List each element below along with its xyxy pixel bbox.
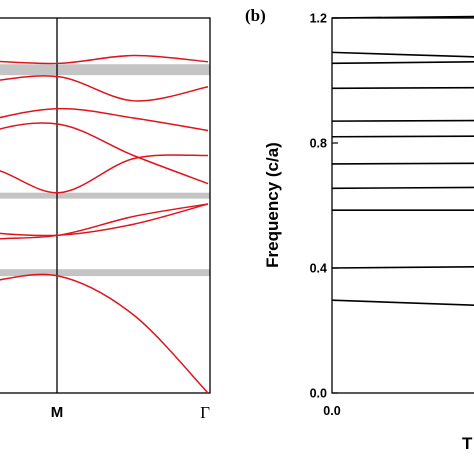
- x-tick-label-0: 0.0: [323, 404, 340, 418]
- y-tick-label-1: 0.4: [310, 262, 327, 276]
- band-6: [0, 75, 209, 102]
- band-7: [0, 54, 209, 65]
- y-tick-label-2: 0.8: [310, 137, 327, 151]
- y-axis-title: Frequency (c/a): [263, 142, 282, 268]
- band-gap-2: [0, 64, 210, 76]
- band-gap-1: [0, 192, 210, 199]
- kpoint-m-label: M: [51, 404, 64, 421]
- x-axis-title: T: [462, 434, 473, 453]
- panel-a: M Γ: [0, 17, 211, 422]
- frequency-line-4: [331, 162, 474, 165]
- frequency-line-5: [331, 135, 474, 138]
- panel-b-frame: [331, 17, 474, 394]
- y-tick-label-3: 1.2: [310, 12, 327, 26]
- band-1: [0, 203, 209, 240]
- y-axis-ticks: 0.0 0.4 0.8 1.2: [310, 12, 338, 401]
- frequency-line-1: [331, 266, 474, 269]
- panel-b: (b) 0.0 0.4 0.8 1.2 Frequency (c/a) 0.0 T: [245, 6, 474, 453]
- kpoint-gamma-label: Γ: [200, 403, 210, 422]
- frequency-lines: [331, 15, 474, 307]
- band-0: [0, 273, 209, 394]
- band-4: [0, 122, 209, 185]
- frequency-line-3: [331, 186, 474, 190]
- panel-a-frame: [0, 17, 211, 394]
- frequency-line-7: [331, 86, 474, 90]
- band-gap-0: [0, 269, 210, 277]
- band-3: [0, 154, 209, 194]
- band-2: [0, 203, 209, 237]
- panel-b-label: (b): [245, 6, 266, 25]
- band-curves: [0, 54, 209, 394]
- frequency-line-10: [331, 15, 474, 19]
- frequency-line-8: [331, 61, 474, 65]
- frequency-line-0: [331, 299, 474, 307]
- frequency-line-9: [331, 51, 474, 58]
- band-5: [0, 107, 209, 132]
- y-tick-label-0: 0.0: [310, 387, 327, 401]
- band-gaps: [0, 64, 210, 277]
- frequency-line-6: [331, 119, 474, 122]
